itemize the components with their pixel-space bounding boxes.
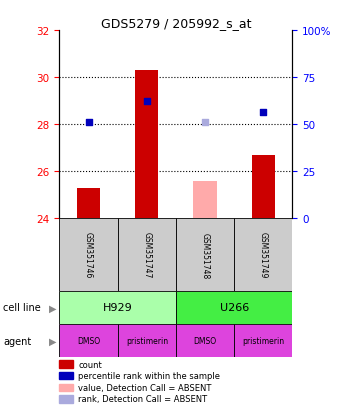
Text: pristimerin: pristimerin — [126, 336, 168, 345]
Title: GDS5279 / 205992_s_at: GDS5279 / 205992_s_at — [101, 17, 251, 30]
Text: cell line: cell line — [3, 303, 41, 313]
Text: GSM351749: GSM351749 — [259, 232, 268, 278]
Text: ▶: ▶ — [49, 303, 56, 313]
Point — [202, 119, 208, 126]
Point — [86, 119, 91, 126]
Text: U266: U266 — [220, 303, 249, 313]
Bar — [118, 219, 176, 291]
Bar — [176, 291, 292, 324]
Bar — [252, 155, 275, 219]
Bar — [193, 181, 217, 219]
Bar — [59, 219, 118, 291]
Text: count: count — [78, 360, 102, 369]
Bar — [176, 324, 234, 357]
Text: H929: H929 — [103, 303, 133, 313]
Bar — [176, 219, 234, 291]
Bar — [59, 291, 176, 324]
Text: agent: agent — [3, 336, 32, 346]
Text: rank, Detection Call = ABSENT: rank, Detection Call = ABSENT — [78, 394, 207, 404]
Text: ▶: ▶ — [49, 336, 56, 346]
Bar — [234, 324, 292, 357]
Bar — [77, 188, 100, 219]
Point — [144, 98, 150, 105]
Bar — [135, 71, 158, 219]
Text: DMSO: DMSO — [77, 336, 100, 345]
Text: value, Detection Call = ABSENT: value, Detection Call = ABSENT — [78, 383, 211, 392]
Bar — [59, 324, 118, 357]
Text: pristimerin: pristimerin — [242, 336, 284, 345]
Point — [260, 110, 266, 116]
Bar — [118, 324, 176, 357]
Text: GSM351748: GSM351748 — [201, 232, 209, 278]
Text: percentile rank within the sample: percentile rank within the sample — [78, 371, 220, 380]
Text: DMSO: DMSO — [193, 336, 217, 345]
Bar — [234, 219, 292, 291]
Text: GSM351746: GSM351746 — [84, 232, 93, 278]
Text: GSM351747: GSM351747 — [142, 232, 151, 278]
